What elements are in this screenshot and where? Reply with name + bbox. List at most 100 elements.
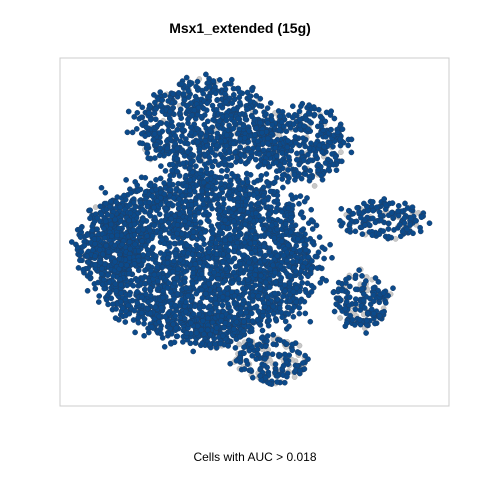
data-point	[297, 368, 302, 373]
data-point	[309, 289, 314, 294]
data-point	[359, 273, 364, 278]
data-point	[372, 321, 377, 326]
data-point	[301, 158, 306, 163]
data-point	[189, 130, 194, 135]
data-point	[239, 215, 244, 220]
data-point	[114, 200, 119, 205]
data-point	[116, 226, 121, 231]
data-point	[162, 344, 167, 349]
data-point	[170, 269, 175, 274]
data-point	[252, 240, 257, 245]
data-point	[93, 262, 98, 267]
data-point	[193, 94, 198, 99]
data-point	[231, 126, 236, 131]
data-point	[265, 351, 270, 356]
data-point	[210, 231, 215, 236]
data-point	[277, 338, 282, 343]
data-point	[118, 299, 123, 304]
data-point	[243, 222, 248, 227]
data-point	[299, 150, 304, 155]
data-point	[241, 319, 246, 324]
data-point	[133, 205, 138, 210]
data-point	[98, 204, 103, 209]
data-point	[289, 193, 294, 198]
data-point	[148, 286, 153, 291]
data-point	[238, 187, 243, 192]
data-point	[174, 156, 179, 161]
data-point	[217, 192, 222, 197]
data-point	[132, 222, 137, 227]
data-point	[192, 189, 197, 194]
data-point	[361, 291, 366, 296]
data-point	[225, 296, 230, 301]
data-point	[188, 320, 193, 325]
data-point	[247, 156, 252, 161]
data-point	[172, 259, 177, 264]
data-point	[290, 348, 295, 353]
data-point	[238, 144, 243, 149]
data-point	[229, 155, 234, 160]
data-point	[309, 266, 314, 271]
data-point	[231, 107, 236, 112]
data-point	[118, 277, 123, 282]
data-point	[218, 341, 223, 346]
data-point	[302, 165, 307, 170]
data-point	[282, 160, 287, 165]
data-point	[109, 222, 114, 227]
data-point	[232, 315, 237, 320]
data-point	[259, 173, 264, 178]
data-point	[219, 175, 224, 180]
data-point	[107, 280, 112, 285]
data-point	[216, 162, 221, 167]
data-point	[253, 236, 258, 241]
data-point	[284, 258, 289, 263]
data-point	[244, 171, 249, 176]
data-point	[329, 109, 334, 114]
data-point	[175, 267, 180, 272]
data-point	[202, 162, 207, 167]
data-point	[268, 189, 273, 194]
data-point	[69, 239, 74, 244]
data-point	[353, 301, 358, 306]
data-point	[113, 316, 118, 321]
data-point	[119, 262, 124, 267]
data-point	[271, 342, 276, 347]
data-point	[173, 141, 178, 146]
data-point	[109, 296, 114, 301]
data-point	[338, 143, 343, 148]
data-point	[228, 361, 233, 366]
data-point	[313, 153, 318, 158]
data-point	[104, 243, 109, 248]
data-point	[358, 322, 363, 327]
data-point	[117, 256, 122, 261]
data-point	[162, 191, 167, 196]
data-point	[185, 149, 190, 154]
data-point	[322, 256, 327, 261]
data-point	[181, 205, 186, 210]
data-point	[182, 219, 187, 224]
data-point	[297, 311, 302, 316]
data-point	[157, 153, 162, 158]
data-point	[151, 205, 156, 210]
data-point	[128, 246, 133, 251]
data-point	[124, 177, 129, 182]
data-point	[197, 306, 202, 311]
data-point	[121, 193, 126, 198]
data-point	[167, 181, 172, 186]
data-point	[305, 274, 310, 279]
data-point	[120, 306, 125, 311]
data-point	[265, 136, 270, 141]
data-point	[185, 251, 190, 256]
data-point	[284, 374, 289, 379]
data-point	[231, 141, 236, 146]
data-point	[267, 381, 272, 386]
data-point	[253, 283, 258, 288]
data-point	[143, 281, 148, 286]
data-point	[202, 229, 207, 234]
data-point	[123, 319, 128, 324]
data-point	[297, 350, 302, 355]
data-point	[140, 105, 145, 110]
data-point	[231, 219, 236, 224]
data-point	[160, 97, 165, 102]
data-point	[285, 138, 290, 143]
